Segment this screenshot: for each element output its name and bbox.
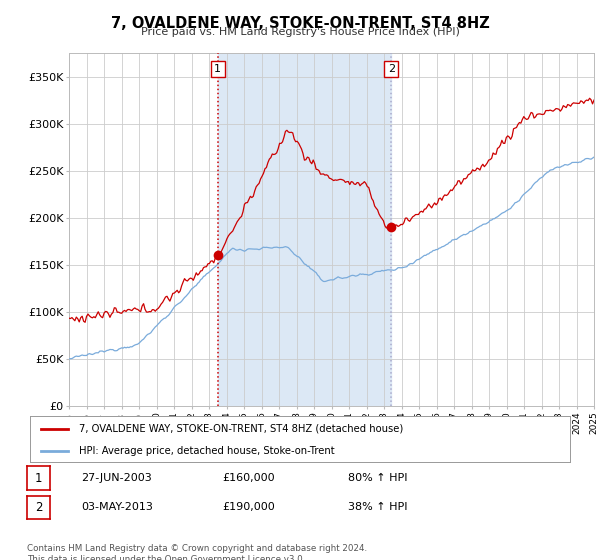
Text: 1: 1 — [35, 472, 42, 485]
Text: 1: 1 — [214, 64, 221, 74]
Text: 38% ↑ HPI: 38% ↑ HPI — [348, 502, 407, 512]
Text: 7, OVALDENE WAY, STOKE-ON-TRENT, ST4 8HZ (detached house): 7, OVALDENE WAY, STOKE-ON-TRENT, ST4 8HZ… — [79, 424, 403, 434]
Text: 80% ↑ HPI: 80% ↑ HPI — [348, 473, 407, 483]
Text: 2: 2 — [35, 501, 42, 514]
Text: 2: 2 — [388, 64, 395, 74]
Text: £190,000: £190,000 — [222, 502, 275, 512]
Text: 03-MAY-2013: 03-MAY-2013 — [81, 502, 153, 512]
Text: 7, OVALDENE WAY, STOKE-ON-TRENT, ST4 8HZ: 7, OVALDENE WAY, STOKE-ON-TRENT, ST4 8HZ — [110, 16, 490, 31]
Text: 27-JUN-2003: 27-JUN-2003 — [81, 473, 152, 483]
Text: Contains HM Land Registry data © Crown copyright and database right 2024.
This d: Contains HM Land Registry data © Crown c… — [27, 544, 367, 560]
Bar — [218, 53, 391, 406]
Text: £160,000: £160,000 — [222, 473, 275, 483]
Text: HPI: Average price, detached house, Stoke-on-Trent: HPI: Average price, detached house, Stok… — [79, 446, 334, 455]
Text: Price paid vs. HM Land Registry's House Price Index (HPI): Price paid vs. HM Land Registry's House … — [140, 27, 460, 37]
